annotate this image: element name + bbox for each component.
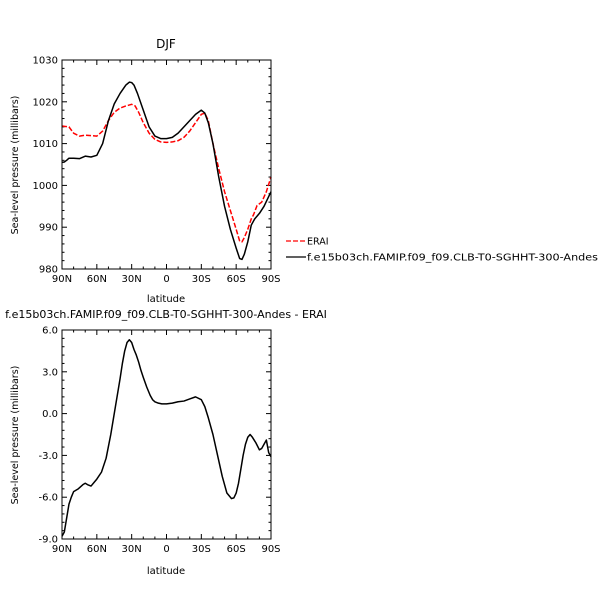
legend-entry-erai: ERAI <box>286 237 329 248</box>
top-series-line-1 <box>61 81 272 261</box>
top-plot-frame <box>61 59 272 270</box>
bottom-x-tick-label: 60S <box>227 544 246 555</box>
top-x-tick-label: 30S <box>192 274 211 285</box>
bottom-panel: f.e15b03ch.FAMIP.f09_f09.CLB-T0-SGHHT-30… <box>5 308 327 577</box>
top-x-tick-label: 0 <box>163 274 169 285</box>
bottom-x-axis-label: latitude <box>147 566 185 577</box>
bottom-plot-frame <box>61 329 272 540</box>
bottom-chart-title: f.e15b03ch.FAMIP.f09_f09.CLB-T0-SGHHT-30… <box>5 308 327 321</box>
bottom-y-tick-label: 0.0 <box>42 409 58 420</box>
bottom-plot-lines <box>61 339 272 537</box>
top-plot-lines <box>61 81 272 261</box>
bottom-x-tick-label: 0 <box>163 544 169 555</box>
bottom-x-tick-label: 60N <box>87 544 107 555</box>
top-y-tick-label: 1020 <box>33 97 58 108</box>
legend-label-model: f.e15b03ch.FAMIP.f09_f09.CLB-T0-SGHHT-30… <box>307 253 598 264</box>
top-series-line-0 <box>61 103 272 243</box>
bottom-x-tick-label: 90N <box>52 544 72 555</box>
top-y-tick-label: 1010 <box>33 139 58 150</box>
top-y-tick-label: 990 <box>39 223 58 234</box>
top-x-tick-label: 30N <box>122 274 142 285</box>
legend-entry-model: f.e15b03ch.FAMIP.f09_f09.CLB-T0-SGHHT-30… <box>286 253 598 264</box>
bottom-axis-ticks: 90N 60N 30N 0 30S 60S 90S -9.0 -6.0 -3.0 0.0 3.0 6.0 <box>38 326 280 556</box>
top-x-tick-label: 90N <box>52 274 72 285</box>
bottom-y-tick-label: 3.0 <box>42 367 58 378</box>
bottom-x-tick-label: 30N <box>122 544 142 555</box>
top-panel: DJF Sea-level pressure (millibars) latit… <box>10 37 281 305</box>
top-x-tick-label: 60N <box>87 274 107 285</box>
bottom-y-tick-label: -9.0 <box>38 535 58 546</box>
top-axis-ticks: 90N 60N 30N 0 30S 60S 90S 980 990 1000 1010 1020 103… <box>33 56 281 286</box>
bottom-y-tick-label: -6.0 <box>38 493 58 504</box>
top-y-tick-label: 1030 <box>33 56 58 67</box>
top-x-axis-label: latitude <box>147 294 185 305</box>
legend-label-erai: ERAI <box>307 237 329 248</box>
bottom-series-line-0 <box>61 339 272 537</box>
top-chart-title: DJF <box>156 37 176 51</box>
bottom-y-axis-label: Sea-level pressure (millibars) <box>10 366 21 505</box>
top-y-tick-label: 1000 <box>33 181 58 192</box>
top-y-axis-label: Sea-level pressure (millibars) <box>10 96 21 235</box>
legend: ERAI f.e15b03ch.FAMIP.f09_f09.CLB-T0-SGH… <box>286 237 598 264</box>
bottom-y-tick-label: 6.0 <box>42 326 58 337</box>
top-y-tick-label: 980 <box>39 265 58 276</box>
bottom-x-tick-label: 30S <box>192 544 211 555</box>
bottom-y-tick-label: -3.0 <box>38 451 58 462</box>
bottom-x-tick-label: 90S <box>261 544 280 555</box>
top-x-tick-label: 60S <box>227 274 246 285</box>
top-x-tick-label: 90S <box>261 274 280 285</box>
